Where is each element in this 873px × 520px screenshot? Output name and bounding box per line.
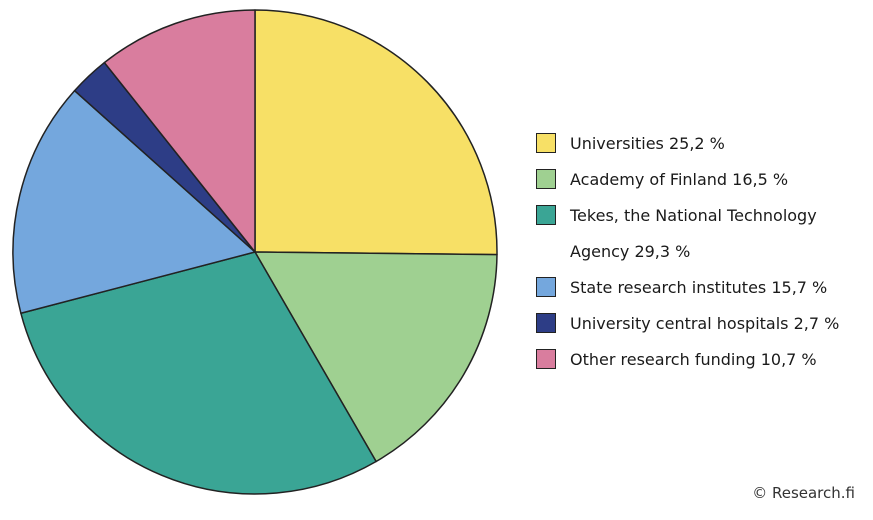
legend-label-state-research: State research institutes 15,7 % (570, 270, 855, 306)
legend-label-universities: Universities 25,2 % (570, 126, 855, 162)
legend-item-tekes: Tekes, the National Technology Agency 29… (536, 202, 866, 266)
legend-label-tekes: Tekes, the National Technology Agency 29… (570, 198, 855, 270)
legend-item-other: Other research funding 10,7 % (536, 346, 866, 374)
legend-label-other: Other research funding 10,7 % (570, 342, 855, 378)
pie-slice-universities (255, 10, 497, 255)
copyright-credit: © Research.fi (752, 484, 855, 502)
legend-item-hospitals: University central hospitals 2,7 % (536, 310, 866, 338)
legend: Universities 25,2 % Academy of Finland 1… (536, 130, 866, 382)
legend-swatch-other (536, 349, 556, 369)
legend-swatch-universities (536, 133, 556, 153)
legend-swatch-state-research (536, 277, 556, 297)
legend-swatch-tekes (536, 205, 556, 225)
legend-item-academy: Academy of Finland 16,5 % (536, 166, 866, 194)
legend-item-universities: Universities 25,2 % (536, 130, 866, 158)
legend-label-hospitals: University central hospitals 2,7 % (570, 306, 855, 342)
legend-swatch-hospitals (536, 313, 556, 333)
legend-label-academy: Academy of Finland 16,5 % (570, 162, 855, 198)
legend-item-state-research: State research institutes 15,7 % (536, 274, 866, 302)
legend-swatch-academy (536, 169, 556, 189)
